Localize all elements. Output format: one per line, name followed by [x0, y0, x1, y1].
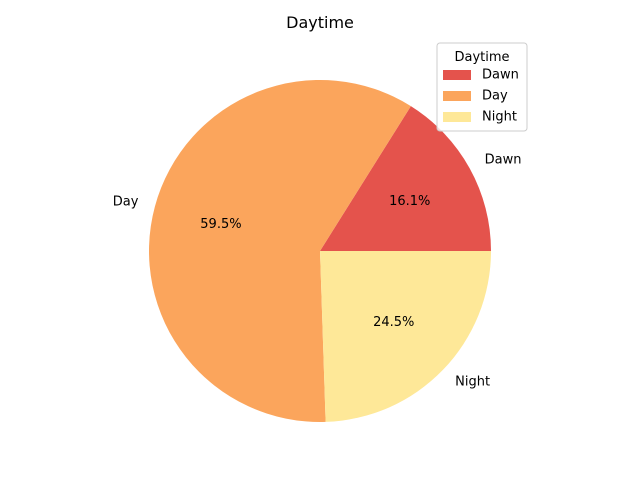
slice-label-day: Day — [113, 194, 139, 209]
pie-slices — [149, 80, 491, 422]
legend-entries: Dawn Day Night — [443, 68, 519, 125]
legend: Daytime Dawn Day Night — [436, 42, 528, 132]
percent-label-day: 59.5% — [200, 217, 241, 232]
legend-label-dawn: Dawn — [482, 68, 519, 83]
slice-labels: Dawn Day Night — [113, 152, 522, 389]
legend-label-day: Day — [482, 89, 508, 104]
pie-slice-night — [320, 251, 491, 422]
percent-label-dawn: 16.1% — [389, 194, 430, 209]
legend-swatch-night — [443, 112, 471, 122]
legend-title: Daytime — [454, 50, 509, 65]
legend-frame — [436, 42, 528, 132]
pie-slice-day — [149, 80, 411, 422]
legend-label-night: Night — [482, 110, 517, 125]
legend-swatch-day — [443, 91, 471, 101]
percent-labels: 16.1% 59.5% 24.5% — [200, 194, 430, 330]
slice-label-night: Night — [455, 374, 490, 389]
legend-swatch-dawn — [443, 70, 471, 80]
percent-label-night: 24.5% — [373, 315, 414, 330]
chart-title: Daytime — [286, 13, 354, 32]
slice-label-dawn: Dawn — [485, 152, 522, 167]
pie-slice-dawn — [320, 106, 491, 251]
